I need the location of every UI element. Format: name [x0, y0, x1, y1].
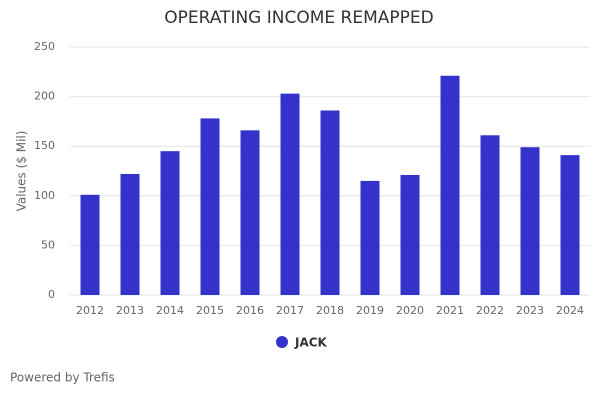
- bar: [280, 93, 300, 296]
- x-tick-label: 2020: [396, 304, 424, 317]
- x-tick-label: 2022: [476, 304, 504, 317]
- x-tick-label: 2015: [196, 304, 224, 317]
- bar: [240, 130, 260, 295]
- credit: Powered by Trefis: [10, 371, 115, 385]
- legend-marker: [276, 336, 288, 348]
- y-tick-label: 250: [34, 40, 55, 53]
- x-tick-label: 2023: [516, 304, 544, 317]
- bar: [320, 110, 340, 295]
- chart-title: OPERATING INCOME REMAPPED: [164, 8, 433, 28]
- x-tick-label: 2016: [236, 304, 264, 317]
- bar: [560, 155, 580, 295]
- y-axis-label: Values ($ Mil): [15, 131, 29, 212]
- bar: [120, 173, 140, 295]
- y-tick-label: 0: [48, 288, 55, 301]
- y-tick-label: 100: [34, 189, 55, 202]
- bar: [360, 180, 380, 295]
- bar: [520, 147, 540, 295]
- y-tick-label: 200: [34, 90, 55, 103]
- bar: [480, 135, 500, 295]
- x-tick-label: 2019: [356, 304, 384, 317]
- x-tick-label: 2018: [316, 304, 344, 317]
- y-tick-label: 150: [34, 139, 55, 152]
- x-tick-label: 2017: [276, 304, 304, 317]
- x-tick-label: 2021: [436, 304, 464, 317]
- legend-label: JACK: [294, 336, 328, 350]
- bar: [400, 174, 420, 295]
- bar: [440, 75, 460, 295]
- bar: [160, 151, 180, 295]
- x-tick-label: 2013: [116, 304, 144, 317]
- y-tick-label: 50: [41, 238, 55, 251]
- x-tick-label: 2014: [156, 304, 184, 317]
- bar: [80, 194, 100, 295]
- x-tick-label: 2024: [556, 304, 584, 317]
- bar: [200, 118, 220, 295]
- x-tick-label: 2012: [76, 304, 104, 317]
